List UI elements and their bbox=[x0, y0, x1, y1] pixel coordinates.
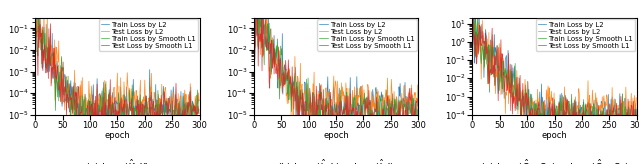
X-axis label: epoch: epoch bbox=[104, 131, 131, 140]
Text: (b) Loss($\hat{L}, L$) + Loss($\hat{J}, J$): (b) Loss($\hat{L}, L$) + Loss($\hat{J}, … bbox=[277, 157, 395, 164]
Text: (c) Loss($\hat{Q}_1, Q_1$) + Loss($\hat{Q}_2, Q_2$): (c) Loss($\hat{Q}_1, Q_1$) + Loss($\hat{… bbox=[480, 157, 629, 164]
Legend: Train Loss by L2, Test Loss by L2, Train Loss by Smooth L1, Test Loss by Smooth : Train Loss by L2, Test Loss by L2, Train… bbox=[317, 19, 417, 51]
Legend: Train Loss by L2, Test Loss by L2, Train Loss by Smooth L1, Test Loss by Smooth : Train Loss by L2, Test Loss by L2, Train… bbox=[99, 19, 198, 51]
Legend: Train Loss by L2, Test Loss by L2, Train Loss by Smooth L1, Test Loss by Smooth : Train Loss by L2, Test Loss by L2, Train… bbox=[536, 19, 636, 51]
Text: (a) Loss($\hat{K}, K$): (a) Loss($\hat{K}, K$) bbox=[85, 157, 150, 164]
X-axis label: epoch: epoch bbox=[541, 131, 568, 140]
X-axis label: epoch: epoch bbox=[323, 131, 349, 140]
